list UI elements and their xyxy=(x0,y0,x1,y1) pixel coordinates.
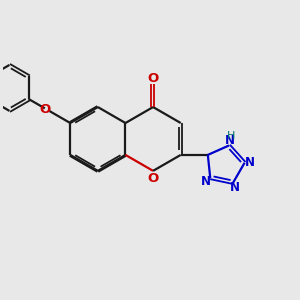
Text: N: N xyxy=(201,175,211,188)
Text: N: N xyxy=(245,156,255,169)
Text: H: H xyxy=(227,131,235,141)
Text: N: N xyxy=(230,181,240,194)
Text: O: O xyxy=(148,172,159,185)
Text: O: O xyxy=(148,72,159,85)
Text: O: O xyxy=(39,103,50,116)
Text: N: N xyxy=(225,134,235,147)
